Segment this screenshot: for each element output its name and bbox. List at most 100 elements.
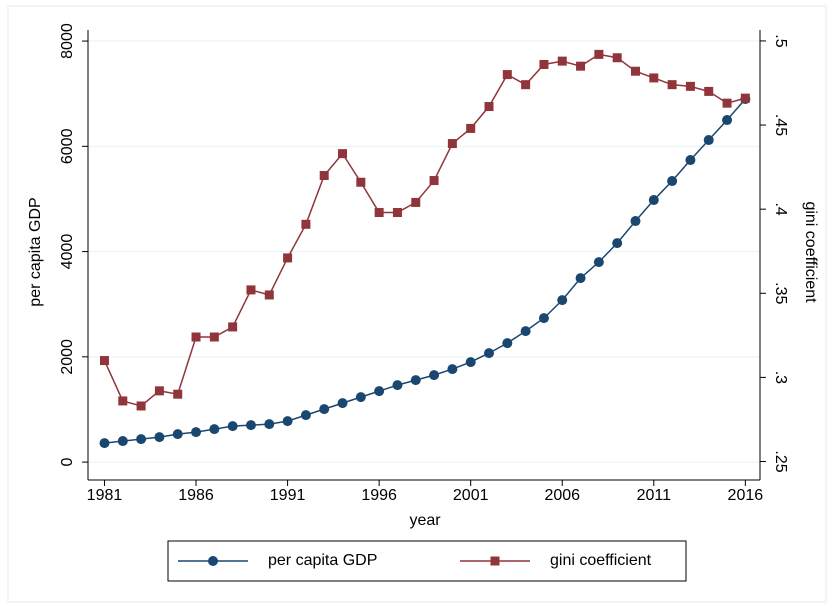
y-axis-label: per capita GDP — [27, 197, 44, 306]
data-point — [704, 86, 714, 96]
data-point — [392, 380, 403, 391]
data-point — [374, 386, 385, 397]
data-point — [264, 419, 275, 430]
data-point — [410, 375, 421, 386]
data-point — [484, 102, 494, 112]
data-point — [685, 155, 696, 166]
legend-label: per capita GDP — [268, 552, 377, 569]
data-point — [227, 421, 238, 432]
data-point — [411, 197, 421, 207]
legend-marker — [208, 556, 218, 566]
data-point — [575, 273, 586, 284]
data-point — [228, 322, 238, 332]
data-point — [502, 338, 513, 349]
data-point — [300, 410, 311, 421]
data-point — [282, 416, 293, 427]
data-point — [374, 208, 384, 218]
y-tick-label: 8000 — [59, 23, 76, 59]
data-point — [520, 326, 531, 337]
legend-marker — [490, 556, 500, 566]
y2-tick-label: .5 — [772, 34, 789, 47]
data-point — [465, 357, 476, 368]
data-point — [319, 404, 330, 415]
data-point — [649, 73, 659, 83]
data-point — [118, 396, 128, 406]
data-point — [557, 56, 567, 66]
data-point — [319, 171, 329, 181]
data-point — [356, 177, 366, 187]
data-point — [154, 432, 165, 443]
data-point — [685, 81, 695, 91]
data-point — [630, 66, 640, 76]
data-point — [502, 70, 512, 80]
data-point — [355, 392, 366, 403]
data-point — [612, 238, 623, 249]
data-point — [557, 295, 568, 306]
data-point — [539, 59, 549, 69]
data-point — [191, 427, 202, 438]
data-point — [722, 98, 732, 108]
data-point — [264, 290, 274, 300]
data-point — [245, 420, 256, 431]
y-tick-label: 4000 — [59, 234, 76, 270]
data-point — [429, 370, 440, 381]
data-point — [283, 253, 293, 263]
y-tick-label: 0 — [59, 458, 76, 467]
data-point — [99, 438, 110, 449]
legend-label: gini coefficient — [550, 552, 652, 569]
data-point — [667, 80, 677, 90]
y-tick-label: 2000 — [59, 339, 76, 375]
x-tick-label: 2006 — [544, 487, 580, 504]
legend-box — [167, 540, 687, 582]
data-point — [521, 80, 531, 90]
data-point — [172, 429, 183, 440]
y2-tick-label: .4 — [772, 202, 789, 215]
data-point — [136, 401, 146, 411]
y2-tick-label: .3 — [772, 371, 789, 384]
data-point — [648, 195, 659, 206]
y2-tick-label: .45 — [772, 114, 789, 136]
data-point — [117, 436, 128, 447]
data-point — [594, 49, 604, 59]
data-point — [667, 176, 678, 187]
data-point — [173, 389, 183, 399]
data-point — [99, 356, 109, 366]
x-tick-label: 1981 — [87, 487, 123, 504]
x-tick-label: 1991 — [270, 487, 306, 504]
data-point — [447, 139, 457, 149]
data-point — [246, 285, 256, 295]
frame — [7, 5, 827, 603]
data-point — [447, 364, 458, 375]
data-point — [538, 313, 549, 324]
data-point — [136, 434, 147, 445]
data-point — [722, 115, 733, 126]
data-point — [484, 348, 495, 359]
data-point — [337, 398, 348, 409]
data-point — [630, 216, 641, 227]
data-point — [740, 93, 750, 103]
data-point — [429, 176, 439, 186]
data-point — [576, 61, 586, 71]
data-point — [209, 332, 219, 342]
x-axis-label: year — [409, 512, 441, 529]
y2-tick-label: .35 — [772, 282, 789, 304]
data-point — [338, 149, 348, 159]
x-tick-label: 2001 — [453, 487, 489, 504]
data-point — [593, 257, 604, 268]
data-point — [466, 123, 476, 133]
y2-tick-label: .25 — [772, 450, 789, 472]
x-tick-label: 1986 — [178, 487, 214, 504]
x-tick-label: 2016 — [728, 487, 764, 504]
data-point — [612, 53, 622, 63]
data-point — [301, 219, 311, 229]
x-tick-label: 1996 — [361, 487, 397, 504]
data-point — [154, 386, 164, 396]
y2-axis-label: gini coefficient — [802, 201, 819, 303]
data-point — [209, 424, 220, 435]
data-point — [392, 208, 402, 218]
data-point — [703, 135, 714, 146]
data-point — [191, 332, 201, 342]
x-tick-label: 2011 — [637, 487, 672, 504]
y-tick-label: 6000 — [59, 128, 76, 164]
